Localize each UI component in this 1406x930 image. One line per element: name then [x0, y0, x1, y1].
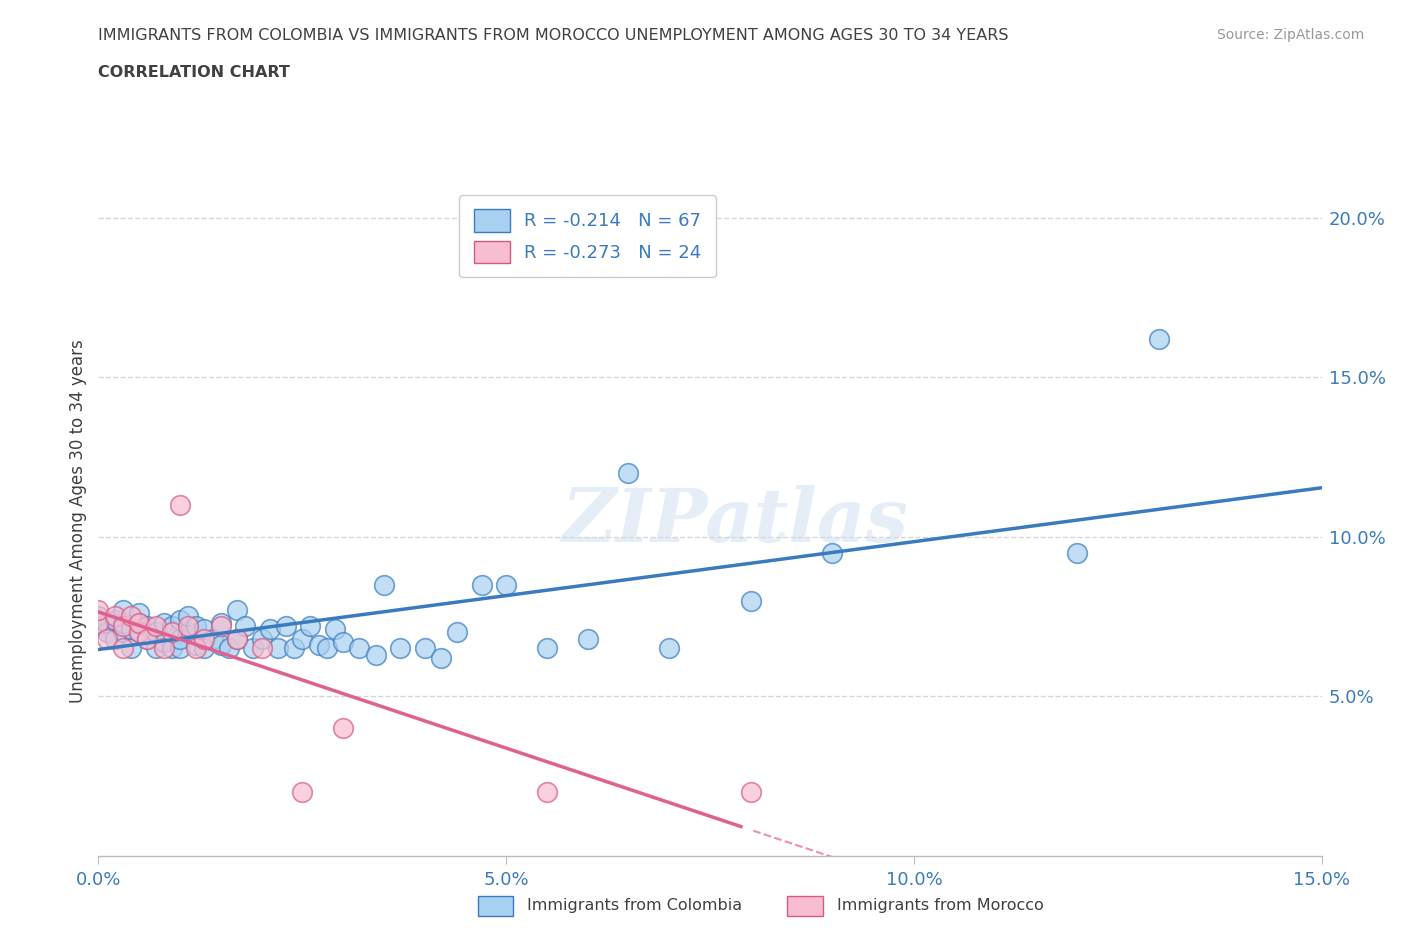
- Point: [169, 498, 191, 512]
- Text: Immigrants from Morocco: Immigrants from Morocco: [837, 898, 1043, 913]
- Point: [315, 641, 337, 656]
- Point: [430, 650, 453, 665]
- Point: [536, 784, 558, 799]
- Point: [193, 631, 215, 646]
- Point: [136, 631, 159, 646]
- Point: [169, 612, 191, 627]
- Point: [87, 603, 110, 618]
- Point: [96, 625, 118, 640]
- Point: [160, 618, 183, 633]
- Point: [413, 641, 436, 656]
- Point: [87, 616, 110, 631]
- Point: [821, 545, 844, 560]
- Point: [308, 638, 330, 653]
- Point: [332, 721, 354, 736]
- Point: [104, 612, 127, 627]
- Point: [226, 631, 249, 646]
- Text: Source: ZipAtlas.com: Source: ZipAtlas.com: [1216, 28, 1364, 42]
- Point: [446, 625, 468, 640]
- Point: [233, 618, 256, 633]
- Point: [1147, 332, 1170, 347]
- Y-axis label: Unemployment Among Ages 30 to 34 years: Unemployment Among Ages 30 to 34 years: [69, 339, 87, 703]
- Point: [186, 641, 208, 656]
- Point: [193, 641, 215, 656]
- Point: [226, 603, 249, 618]
- Point: [152, 641, 174, 656]
- Point: [193, 622, 215, 637]
- Point: [177, 625, 200, 640]
- Point: [576, 631, 599, 646]
- Point: [291, 631, 314, 646]
- Point: [218, 641, 240, 656]
- Point: [136, 631, 159, 646]
- Point: [128, 616, 150, 631]
- Point: [740, 784, 762, 799]
- Point: [104, 609, 127, 624]
- Point: [389, 641, 412, 656]
- Point: [152, 616, 174, 631]
- Text: ZIPatlas: ZIPatlas: [561, 485, 908, 557]
- Point: [111, 618, 134, 633]
- Point: [87, 618, 110, 633]
- Text: IMMIGRANTS FROM COLOMBIA VS IMMIGRANTS FROM MOROCCO UNEMPLOYMENT AMONG AGES 30 T: IMMIGRANTS FROM COLOMBIA VS IMMIGRANTS F…: [98, 28, 1010, 43]
- Point: [120, 622, 142, 637]
- Point: [373, 578, 395, 592]
- Point: [128, 605, 150, 620]
- Point: [186, 618, 208, 633]
- Point: [177, 609, 200, 624]
- Point: [250, 631, 273, 646]
- Point: [349, 641, 371, 656]
- Text: Immigrants from Colombia: Immigrants from Colombia: [527, 898, 742, 913]
- Point: [495, 578, 517, 592]
- Point: [299, 618, 322, 633]
- Point: [209, 638, 232, 653]
- Point: [364, 647, 387, 662]
- Point: [658, 641, 681, 656]
- Point: [87, 609, 110, 624]
- Point: [152, 634, 174, 649]
- Point: [111, 603, 134, 618]
- Point: [160, 641, 183, 656]
- Point: [201, 631, 224, 646]
- Point: [226, 631, 249, 646]
- Point: [617, 466, 640, 481]
- Point: [145, 641, 167, 656]
- Point: [209, 618, 232, 633]
- Point: [332, 634, 354, 649]
- Legend: R = -0.214   N = 67, R = -0.273   N = 24: R = -0.214 N = 67, R = -0.273 N = 24: [460, 195, 716, 277]
- Text: CORRELATION CHART: CORRELATION CHART: [98, 65, 290, 80]
- Point: [145, 625, 167, 640]
- Point: [209, 616, 232, 631]
- Point: [242, 641, 264, 656]
- Point: [186, 638, 208, 653]
- Point: [120, 609, 142, 624]
- Point: [169, 641, 191, 656]
- Point: [128, 625, 150, 640]
- Point: [250, 641, 273, 656]
- Point: [323, 622, 346, 637]
- Point: [111, 641, 134, 656]
- Point: [136, 618, 159, 633]
- Point: [120, 641, 142, 656]
- Point: [267, 641, 290, 656]
- Point: [169, 631, 191, 646]
- Point: [128, 625, 150, 640]
- Point: [471, 578, 494, 592]
- Point: [283, 641, 305, 656]
- Point: [177, 618, 200, 633]
- Point: [740, 593, 762, 608]
- Point: [104, 631, 127, 646]
- Point: [274, 618, 297, 633]
- Point: [128, 616, 150, 631]
- Point: [111, 616, 134, 631]
- Point: [145, 618, 167, 633]
- Point: [111, 625, 134, 640]
- Point: [1066, 545, 1088, 560]
- Point: [96, 616, 118, 631]
- Point: [536, 641, 558, 656]
- Point: [291, 784, 314, 799]
- Point: [160, 625, 183, 640]
- Point: [259, 622, 281, 637]
- Point: [96, 631, 118, 646]
